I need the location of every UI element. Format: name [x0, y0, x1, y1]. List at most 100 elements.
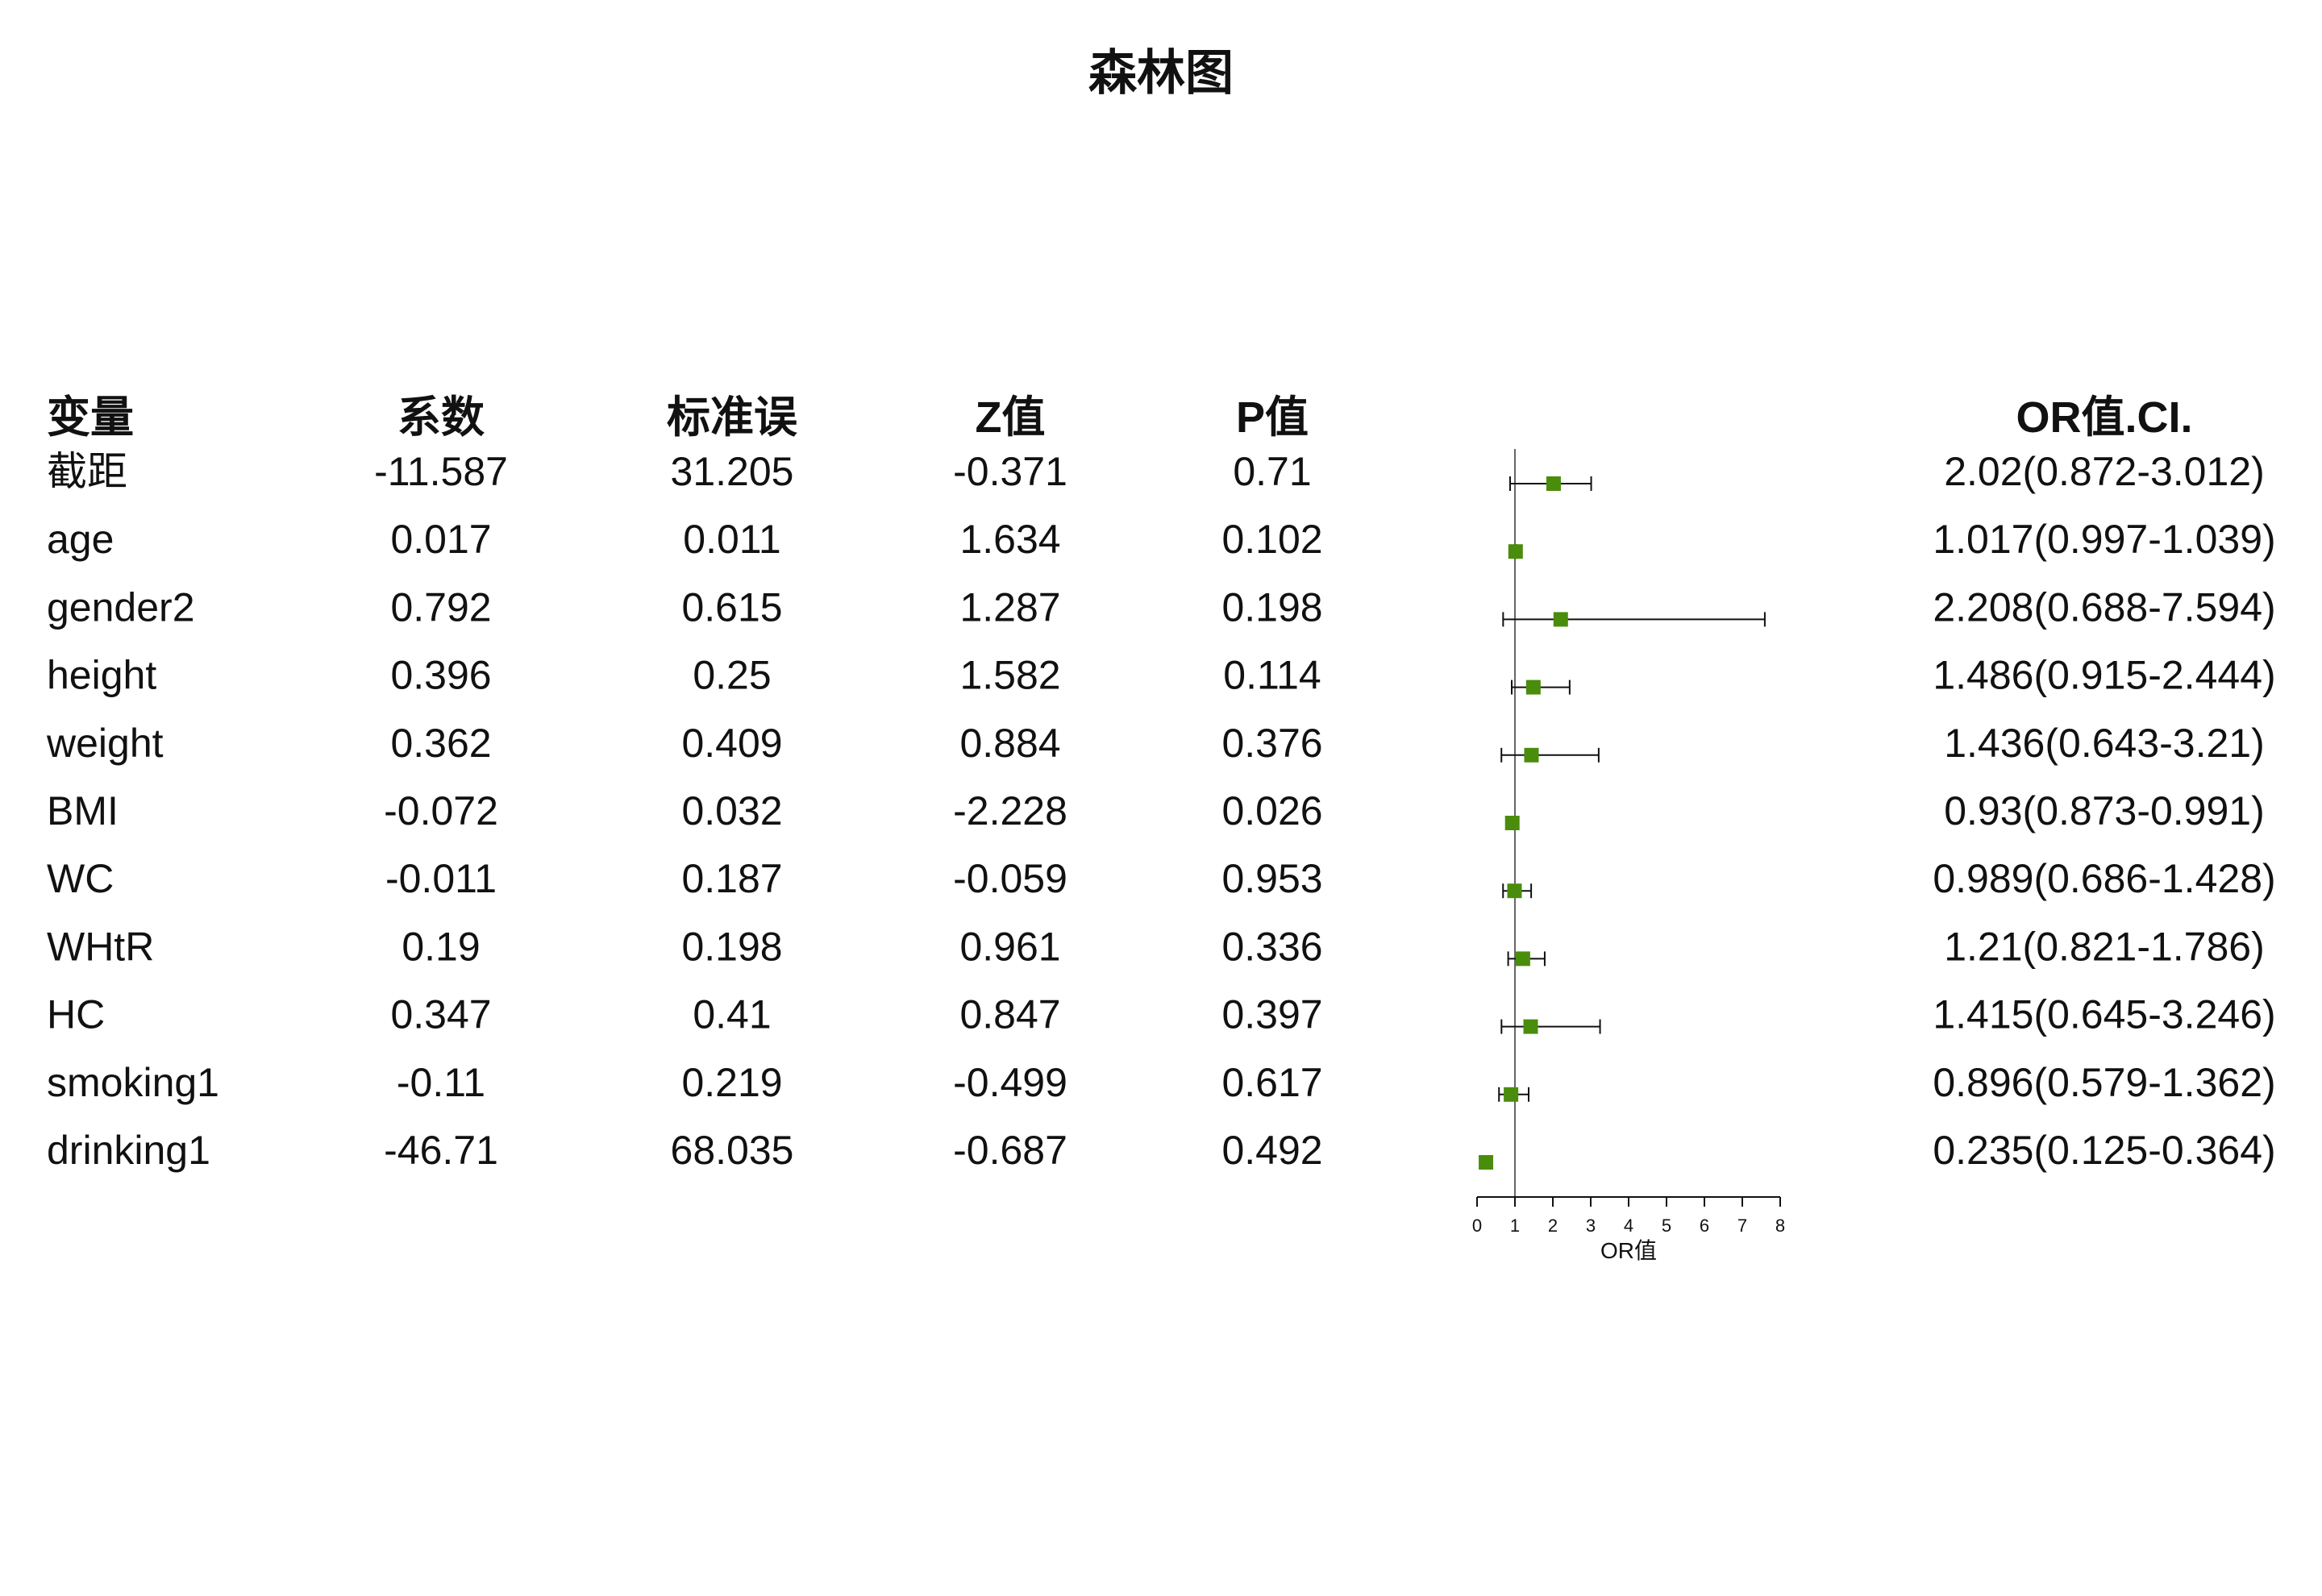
- cell-p-value: 0.953: [1221, 856, 1322, 901]
- cell-standard-error: 0.032: [681, 788, 782, 833]
- cell-variable: drinking1: [47, 1128, 210, 1173]
- cell-standard-error: 31.205: [671, 449, 794, 494]
- cell-z-value: 1.634: [959, 517, 1060, 562]
- header-coefficient: 系数: [397, 391, 485, 443]
- header-z-value: Z值: [976, 393, 1046, 442]
- cell-or-ci: 1.017(0.997-1.039): [1933, 517, 2275, 562]
- cell-p-value: 0.336: [1221, 924, 1322, 969]
- cell-or-ci: 1.415(0.645-3.246): [1933, 992, 2275, 1037]
- cell-p-value: 0.114: [1223, 653, 1321, 698]
- cell-z-value: -0.499: [953, 1060, 1067, 1105]
- cell-z-value: -0.059: [953, 856, 1067, 901]
- cell-z-value: 1.582: [959, 653, 1060, 698]
- cell-z-value: -2.228: [953, 788, 1067, 833]
- table-row: BMI -0.072 0.032 -2.228 0.026 0.93(0.873-0.99…: [47, 788, 2265, 833]
- header-variable: 变量: [47, 391, 134, 443]
- x-axis: 0 1 2 3 4 5 6 7 8 OR值: [1472, 1196, 1785, 1263]
- ci-group: [1500, 747, 1600, 763]
- x-tick-label: 2: [1548, 1216, 1558, 1236]
- cell-variable: height: [47, 653, 156, 698]
- cell-coefficient: -0.11: [397, 1060, 485, 1105]
- cell-coefficient: -11.587: [374, 449, 508, 494]
- ci-group: [1500, 1019, 1601, 1034]
- ci-group: [1511, 680, 1571, 695]
- table-row: HC 0.347 0.41 0.847 0.397 1.415(0.645-3.246): [47, 992, 2276, 1037]
- cell-p-value: 0.102: [1221, 517, 1322, 562]
- cell-variable: weight: [46, 721, 164, 766]
- ci-group: [1504, 816, 1520, 830]
- chart-title: 森林图: [1088, 45, 1234, 102]
- cell-variable: WHtR: [47, 924, 154, 969]
- cell-coefficient: 0.362: [390, 721, 491, 766]
- cell-z-value: 0.847: [959, 992, 1060, 1037]
- or-marker: [1546, 476, 1561, 491]
- x-tick-label: 7: [1737, 1216, 1747, 1236]
- table-row: weight 0.362 0.409 0.884 0.376 1.436(0.643-3.…: [46, 721, 2265, 766]
- cell-variable: HC: [47, 992, 105, 1037]
- or-marker: [1504, 816, 1520, 830]
- cell-coefficient: 0.347: [390, 992, 491, 1037]
- ci-group: [1498, 1087, 1530, 1102]
- cell-standard-error: 0.011: [683, 517, 780, 562]
- table-row: height 0.396 0.25 1.582 0.114 1.486(0.915-2.4…: [47, 653, 2276, 698]
- cell-coefficient: -0.072: [384, 788, 498, 833]
- cell-coefficient: -0.011: [385, 856, 497, 901]
- ci-group: [1508, 476, 1592, 491]
- x-tick-label: 6: [1700, 1216, 1709, 1236]
- cell-variable: gender2: [47, 584, 195, 630]
- column-headers: 变量 系数 标准误 Z值 P值 OR值.CI.: [47, 391, 2193, 443]
- cell-or-ci: 1.21(0.821-1.786): [1944, 924, 2265, 969]
- ci-group: [1479, 1155, 1494, 1170]
- cell-coefficient: 0.19: [402, 924, 480, 969]
- cell-or-ci: 2.208(0.688-7.594): [1933, 584, 2275, 630]
- cell-standard-error: 0.187: [681, 856, 782, 901]
- cell-p-value: 0.617: [1221, 1060, 1322, 1105]
- header-or-ci: OR值.CI.: [2016, 393, 2192, 442]
- or-marker: [1524, 747, 1539, 763]
- cell-z-value: -0.371: [953, 449, 1067, 494]
- cell-standard-error: 68.035: [671, 1128, 794, 1173]
- plot-area: 0 1 2 3 4 5 6 7 8 OR值: [1472, 449, 1785, 1263]
- cell-standard-error: 0.25: [693, 653, 771, 698]
- cell-standard-error: 0.409: [681, 721, 782, 766]
- or-marker: [1479, 1155, 1494, 1170]
- cell-p-value: 0.397: [1221, 992, 1322, 1037]
- x-tick-label: 8: [1775, 1216, 1785, 1236]
- ci-group: [1502, 612, 1766, 627]
- x-tick-label: 0: [1472, 1216, 1482, 1236]
- x-tick-label: 1: [1510, 1216, 1520, 1236]
- cell-p-value: 0.71: [1233, 449, 1311, 494]
- table-row: smoking1 -0.11 0.219 -0.499 0.617 0.896(0.579…: [47, 1060, 2276, 1105]
- cell-standard-error: 0.198: [681, 924, 782, 969]
- ci-group: [1502, 883, 1533, 899]
- cell-standard-error: 0.219: [681, 1060, 782, 1105]
- cell-p-value: 0.198: [1221, 584, 1322, 630]
- table-row: gender2 0.792 0.615 1.287 0.198 2.208(0.688-7…: [47, 584, 2276, 630]
- table-row: drinking1 -46.71 68.035 -0.687 0.492 0.235(0.…: [47, 1128, 2276, 1173]
- cell-variable: smoking1: [47, 1060, 219, 1105]
- cell-or-ci: 0.896(0.579-1.362): [1933, 1060, 2275, 1105]
- cell-or-ci: 1.486(0.915-2.444): [1933, 653, 2275, 698]
- x-axis-label: OR值: [1600, 1238, 1657, 1263]
- table-row: age 0.017 0.011 1.634 0.102 1.017(0.997-1.039…: [47, 517, 2276, 562]
- or-marker: [1507, 883, 1522, 899]
- cell-standard-error: 0.41: [693, 992, 771, 1037]
- cell-z-value: -0.687: [953, 1128, 1067, 1173]
- x-tick-label: 4: [1624, 1216, 1633, 1236]
- cell-p-value: 0.492: [1221, 1128, 1322, 1173]
- cell-coefficient: 0.017: [390, 517, 491, 562]
- cell-coefficient: -46.71: [384, 1128, 498, 1173]
- cell-z-value: 1.287: [959, 584, 1060, 630]
- or-marker: [1525, 680, 1541, 695]
- cell-z-value: 0.961: [959, 924, 1060, 969]
- cell-p-value: 0.026: [1221, 788, 1322, 833]
- cell-or-ci: 0.93(0.873-0.991): [1944, 788, 2265, 833]
- cell-coefficient: 0.396: [390, 653, 491, 698]
- cell-or-ci: 0.235(0.125-0.364): [1933, 1128, 2275, 1173]
- ci-group: [1507, 951, 1546, 966]
- or-marker: [1523, 1019, 1538, 1034]
- table-rows: 截距 -11.587 31.205 -0.371 0.71 2.02(0.872-3.01…: [46, 448, 2276, 1173]
- table-row: WC -0.011 0.187 -0.059 0.953 0.989(0.686-1.42…: [47, 856, 2276, 901]
- cell-p-value: 0.376: [1221, 721, 1322, 766]
- header-p-value: P值: [1236, 393, 1309, 442]
